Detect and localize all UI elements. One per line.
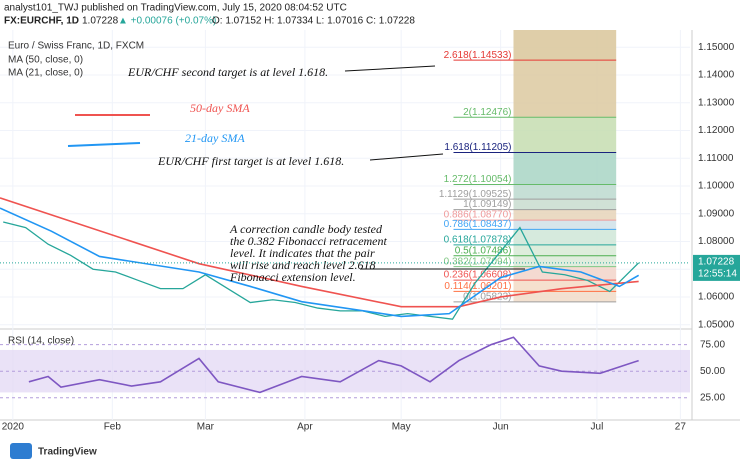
y-tick-label: 75.00	[700, 339, 725, 350]
fib-label: 0.5(1.07486)	[455, 245, 512, 256]
fib-label: 2(1.12476)	[463, 107, 511, 118]
fib-label: 0.236(1.06608)	[444, 270, 512, 281]
fib-label: 0.618(1.07878)	[444, 234, 512, 245]
legend-entry: MA (50, close, 0)	[8, 55, 83, 66]
fib-range	[513, 30, 617, 61]
fib-band	[513, 199, 617, 210]
last-price-label: 1.07228	[698, 257, 735, 268]
annotation: the 0.382 Fibonacci retracement	[230, 234, 388, 248]
fib-label: 0.114(1.06201)	[444, 281, 511, 292]
fib-label: 1(1.09149)	[463, 199, 511, 210]
fib-band	[513, 266, 617, 281]
fib-band	[513, 60, 617, 118]
fib-label: 2.618(1.14533)	[444, 50, 512, 61]
symbol: FX:EURCHF, 1D	[4, 16, 79, 27]
y-tick-label: 1.08000	[698, 236, 735, 247]
fib-band	[513, 229, 617, 245]
brand-logo	[10, 443, 32, 459]
annotation: Fibonacci extension level.	[229, 270, 356, 284]
change: ▲ +0.00076 (+0.07%)	[118, 16, 216, 27]
arrow	[369, 153, 444, 161]
chart-title: Euro / Swiss Franc, 1D, FXCM	[8, 41, 144, 52]
y-tick-label: 1.05000	[698, 319, 735, 330]
series-line	[0, 197, 639, 308]
countdown: 12:55:14	[698, 269, 737, 280]
fib-band	[513, 244, 617, 256]
series-line	[0, 207, 640, 318]
y-tick-label: 25.00	[700, 392, 725, 403]
x-tick-label: 27	[675, 422, 687, 433]
x-tick-label: 2020	[2, 422, 25, 433]
y-tick-label: 1.11000	[698, 153, 734, 164]
last: 1.07228	[82, 16, 119, 27]
legend-swatch	[67, 142, 141, 147]
fib-band	[513, 291, 617, 302]
fib-band	[513, 152, 617, 185]
annotation: EUR/CHF first target is at level 1.618.	[157, 154, 344, 168]
ohlc: O: 1.07152 H: 1.07334 L: 1.07016 C: 1.07…	[212, 16, 415, 27]
y-tick-label: 1.09000	[698, 208, 735, 219]
y-tick-label: 50.00	[700, 366, 725, 377]
y-tick-label: 1.12000	[698, 125, 735, 136]
x-tick-label: Feb	[104, 422, 122, 433]
fib-band	[513, 220, 617, 230]
x-tick-label: May	[392, 422, 411, 433]
y-tick-label: 1.13000	[698, 97, 735, 108]
legend-entry: MA (21, close, 0)	[8, 68, 83, 79]
brand: TradingView	[38, 447, 97, 458]
x-tick-label: Apr	[297, 422, 313, 433]
annotation: A correction candle body tested	[229, 222, 383, 236]
fib-band	[513, 117, 617, 153]
x-tick-label: Jul	[591, 422, 604, 433]
chart-title: RSI (14, close)	[8, 336, 74, 347]
price-line	[3, 221, 640, 320]
annotation: level. It indicates that the pair	[230, 246, 375, 260]
publish-line: analyst101_TWJ published on TradingView.…	[4, 3, 347, 14]
annotation: EUR/CHF second target is at level 1.618.	[127, 65, 328, 79]
fib-label: 0.786(1.08437)	[444, 219, 512, 230]
series-line	[28, 336, 639, 394]
fib-band	[513, 209, 617, 221]
fib-label: 0.382(1.07094)	[444, 256, 512, 267]
annotation: 21-day SMA	[185, 131, 245, 145]
y-tick-label: 1.15000	[698, 42, 735, 53]
fib-band	[513, 280, 617, 292]
annotation: will rise and reach level 2.618	[230, 258, 376, 272]
last-price-box	[693, 254, 740, 281]
x-tick-label: Jun	[493, 422, 509, 433]
fib-band	[513, 184, 617, 200]
fib-label: 1.272(1.10054)	[444, 174, 512, 185]
fib-label: 0.886(1.08770)	[444, 210, 512, 221]
fib-label: 1.618(1.11205)	[444, 142, 511, 153]
annotation: 50-day SMA	[190, 101, 250, 115]
fib-band	[513, 255, 617, 267]
fib-label: 1.1129(1.09525)	[439, 189, 512, 200]
y-tick-label: 1.10000	[698, 181, 735, 192]
x-tick-label: Mar	[197, 422, 215, 433]
y-tick-label: 1.14000	[698, 70, 735, 81]
fib-label: 0(1.05823)	[463, 292, 511, 303]
arrow	[344, 65, 436, 72]
y-tick-label: 1.06000	[698, 292, 735, 303]
rsi-pane: 25.00 50.00 75.00 RSI (14, close)	[0, 336, 725, 403]
